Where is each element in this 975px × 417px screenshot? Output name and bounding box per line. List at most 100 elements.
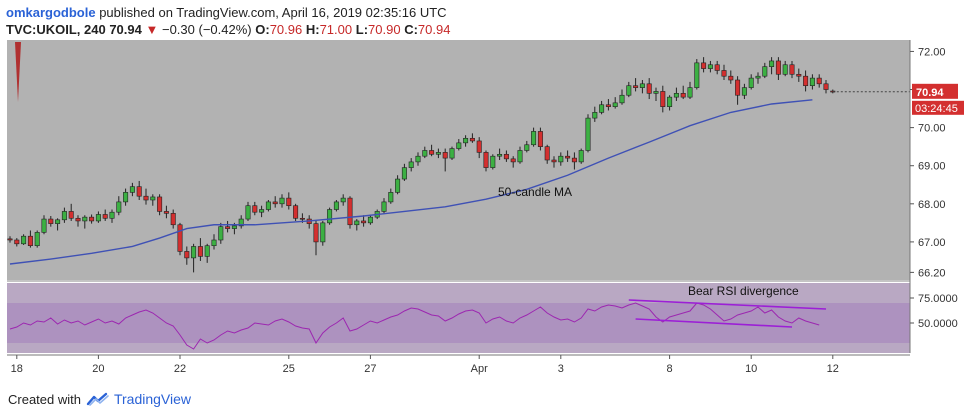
candle-body [476, 140, 482, 153]
candle-body [469, 137, 475, 142]
candle-body [388, 192, 394, 203]
candle-body [191, 246, 197, 259]
candle-body [163, 211, 169, 214]
candle-body [123, 192, 129, 203]
candle-body [571, 157, 577, 163]
candle-body [544, 146, 550, 161]
candle-body [395, 178, 401, 193]
tradingview-brand[interactable]: TradingView [113, 391, 192, 407]
price-tick-label: 67.00 [918, 237, 946, 249]
candle-body [293, 205, 299, 219]
candle-body [279, 197, 285, 205]
moving-average-line [9, 99, 813, 265]
candle-body [619, 94, 625, 104]
candle-body [497, 153, 503, 157]
candle-body [435, 152, 441, 155]
time-tick-label: 18 [11, 363, 23, 375]
candle-body [89, 216, 95, 222]
price-tick-label: 68.00 [918, 199, 946, 211]
candle-body [599, 104, 605, 113]
price-tick-label: 69.00 [918, 161, 946, 173]
candle-body [265, 201, 271, 210]
time-tick-label: 3 [558, 363, 564, 375]
close-label: C: [404, 22, 418, 37]
candle-body [415, 155, 421, 163]
candle-body [748, 77, 754, 88]
candle-body [578, 150, 584, 163]
candle-body [701, 62, 707, 69]
candle-body [82, 216, 88, 222]
candle-body [612, 102, 618, 107]
candle-body [21, 235, 27, 245]
time-tick-label: 27 [364, 363, 376, 375]
candle-body [272, 201, 278, 205]
candle-body [109, 211, 115, 219]
candle-body [735, 79, 741, 96]
tradingview-logo-icon [86, 392, 109, 406]
candle-body [721, 70, 727, 77]
candle-body [809, 77, 815, 87]
candle-body [660, 91, 666, 107]
candle-body [197, 246, 203, 257]
candle-body [299, 217, 305, 220]
candle-body [626, 85, 632, 96]
rsi-tick-label: 75.0000 [918, 293, 958, 305]
candle-body [803, 75, 809, 87]
time-tick-label: 22 [174, 363, 186, 375]
high-value: 71.00 [319, 22, 353, 37]
candle-body [401, 167, 407, 180]
author-name[interactable]: omkargodbole [6, 5, 96, 20]
candle-body [354, 220, 360, 226]
candle-body [449, 148, 455, 159]
candle-body [204, 245, 210, 257]
candle-body [769, 60, 775, 67]
candle-body [524, 144, 530, 151]
time-tick-label: 25 [283, 363, 295, 375]
candle-body [361, 220, 367, 224]
candle-body [238, 218, 244, 227]
candle-body [34, 232, 40, 247]
candle-body [463, 137, 469, 144]
candle-body [286, 197, 292, 207]
time-tick-label: 12 [827, 363, 839, 375]
countdown-label: 03:24:45 [915, 103, 958, 115]
candle-body [537, 131, 543, 147]
last-price: 70.94 [109, 22, 142, 37]
candle-body [170, 213, 176, 226]
candle-body [231, 225, 237, 229]
last-price-tag [912, 83, 958, 99]
rsi-tick-label: 50.0000 [918, 318, 958, 330]
candle-body [259, 209, 265, 213]
candle-body [102, 214, 108, 219]
created-with-text: Created with [8, 391, 81, 407]
rsi-pane[interactable]: Bear RSI divergence [7, 283, 910, 353]
candle-body [585, 117, 591, 151]
low-label: L: [355, 22, 369, 37]
open-value: 70.96 [269, 22, 303, 37]
candle-body [27, 235, 33, 247]
candle-body [816, 77, 822, 85]
candle-body [680, 93, 686, 98]
candle-body [75, 217, 81, 222]
candle-body [347, 197, 353, 226]
time-axis[interactable]: 18 20 22 25 27 Apr 3 8 10 12 [7, 354, 910, 378]
chart-header: omkargodbole published on TradingView.co… [6, 4, 450, 38]
candle-body [313, 223, 319, 243]
candle-body [565, 155, 571, 159]
candle-body [653, 91, 659, 94]
candle-body [136, 186, 142, 197]
candle-body [456, 142, 462, 149]
price-tick-label: 66.20 [918, 267, 946, 279]
published-text: published on TradingView.com, April 16, … [99, 5, 447, 20]
price-pane[interactable]: 50-candle MA [7, 40, 975, 282]
candle-body [796, 73, 802, 77]
price-axis[interactable]: 72.0071.0070.0069.0068.0067.0066.2070.94… [909, 40, 975, 353]
candle-body [673, 93, 679, 98]
time-axis-background [7, 355, 910, 378]
candle-body [782, 64, 788, 75]
candle-body [218, 226, 224, 241]
candle-body [633, 85, 639, 88]
candle-body [483, 152, 489, 168]
close-value: 70.94 [417, 22, 451, 37]
time-tick-label: 10 [745, 363, 757, 375]
